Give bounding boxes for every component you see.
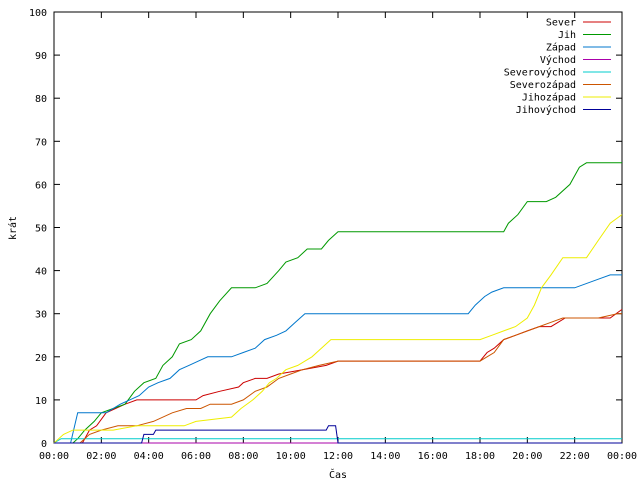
x-axis-label: Čas [329, 468, 347, 480]
legend-label: Severozápad [510, 79, 576, 91]
x-tick-label: 14:00 [370, 451, 400, 462]
y-tick-label: 90 [35, 51, 47, 62]
y-tick-label: 60 [35, 180, 47, 191]
series-line-2 [54, 274, 622, 444]
x-tick-label: 08:00 [228, 451, 258, 462]
x-tick-label: 02:00 [86, 451, 116, 462]
y-tick-label: 40 [35, 267, 47, 278]
x-tick-label: 22:00 [560, 451, 590, 462]
y-tick-label: 80 [35, 94, 47, 105]
legend-label: Jihozápad [522, 92, 576, 104]
y-tick-label: 0 [41, 439, 47, 450]
x-tick-label: 18:00 [465, 451, 495, 462]
legend-label: Severovýchod [504, 67, 576, 79]
y-tick-label: 100 [29, 8, 47, 19]
x-tick-label: 00:00 [607, 451, 637, 462]
legend-label: Jihovýchod [516, 104, 576, 116]
y-axis: 0 10 20 30 40 50 60 70 80 90 100 [29, 8, 622, 450]
legend-label: Jih [558, 30, 576, 41]
x-tick-label: 12:00 [323, 451, 353, 462]
y-axis-label: krát [7, 216, 19, 240]
series-line-5 [54, 313, 622, 444]
series-layer [53, 162, 623, 444]
x-tick-label: 20:00 [512, 451, 542, 462]
y-tick-label: 20 [35, 353, 47, 364]
y-tick-label: 30 [35, 310, 47, 321]
y-tick-label: 50 [35, 224, 47, 235]
series-line-7 [54, 425, 622, 444]
series-line-6 [53, 214, 623, 444]
y-tick-label: 10 [35, 396, 47, 407]
x-tick-label: 10:00 [276, 451, 306, 462]
x-tick-label: 00:00 [39, 451, 69, 462]
series-line-1 [54, 162, 622, 444]
y-tick-label: 70 [35, 137, 47, 148]
series-line-0 [54, 308, 623, 444]
x-tick-label: 04:00 [134, 451, 164, 462]
legend-label: Sever [546, 18, 576, 29]
legend-label: Východ [540, 54, 576, 66]
x-axis: 00:00 02:00 04:00 06:00 08:00 10:00 12:00 14:00… [39, 12, 637, 462]
x-tick-label: 06:00 [181, 451, 211, 462]
legend: SeverJihZápadVýchodSeverovýchodSeverozáp… [504, 18, 611, 116]
legend-label: Západ [546, 42, 576, 54]
x-tick-label: 16:00 [418, 451, 448, 462]
